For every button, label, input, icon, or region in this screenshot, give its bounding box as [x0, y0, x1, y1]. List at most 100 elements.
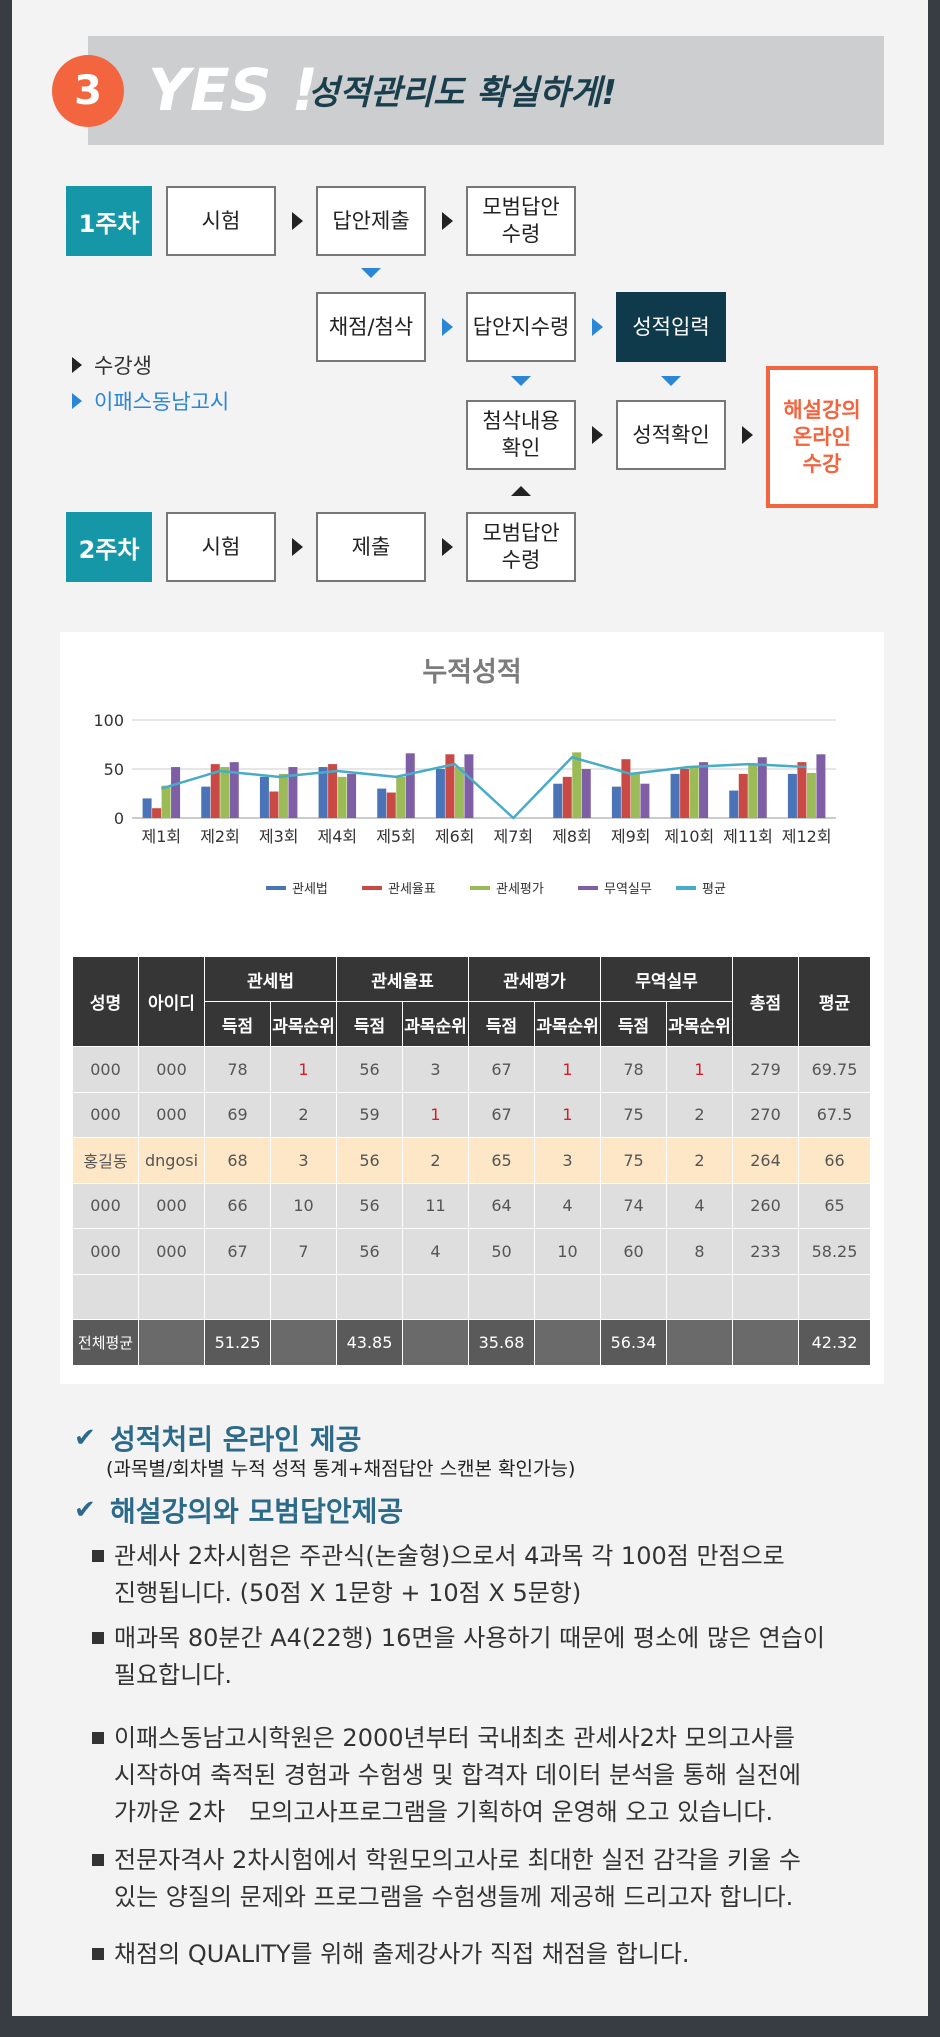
table-cell: 1	[534, 1046, 602, 1093]
bar-1	[797, 762, 807, 818]
table-row-empty	[72, 1273, 872, 1320]
table-cell: 67	[468, 1091, 536, 1138]
th-score: 득점	[468, 1001, 536, 1047]
bar-1	[269, 791, 279, 818]
table-cell: 75	[600, 1137, 668, 1184]
table-cell: 50	[468, 1228, 536, 1275]
review-check-line1: 첨삭내용	[482, 409, 560, 433]
bar-1	[621, 759, 631, 818]
avg-subject3: 35.68	[468, 1319, 536, 1366]
th-subject1: 관세법	[203, 956, 338, 1002]
table-cell: 2	[666, 1137, 734, 1184]
table-cell: 000	[138, 1182, 205, 1229]
header-subtitle: 성적관리도 확실하게!	[308, 73, 617, 113]
arrow-right-icon	[442, 538, 453, 556]
answer-receive-box: 답안지수령	[466, 292, 576, 362]
x-tick-label: 제12회	[782, 827, 832, 846]
bar-2	[220, 767, 230, 818]
score-check-box: 성적확인	[616, 400, 726, 470]
bar-1	[562, 776, 572, 818]
feature-heading-2: ✔ 해설강의와 모범답안제공	[74, 1495, 404, 1528]
table-cell: 000	[72, 1228, 139, 1275]
bar-0	[318, 767, 328, 818]
avg-overall: 42.32	[798, 1319, 872, 1366]
table-cell: 1	[666, 1046, 734, 1093]
bar-3	[405, 753, 415, 818]
bar-3	[229, 762, 239, 818]
table-cell: 67	[468, 1046, 536, 1093]
arrow-right-icon	[592, 426, 603, 444]
bar-0	[142, 798, 152, 818]
bar-2	[278, 773, 288, 818]
x-tick-label: 제2회	[200, 827, 240, 846]
score-table-body: 000 000 78 1 56 3 67 1 78 1 279 69.75 000 000 69 2 59 1 67…	[72, 1046, 872, 1366]
legend-swatch	[578, 886, 598, 890]
bullet-line: 이패스동남고시학원은 2000년부터 국내최초 관세사2차 모의고사를	[114, 1724, 795, 1752]
table-cell: 2	[269, 1091, 338, 1138]
content-panel: 3 YES ! 성적관리도 확실하게! 1주차 시험 답안제출 모범답안 수령 …	[12, 0, 928, 2016]
average-line	[160, 755, 807, 820]
bar-2	[572, 752, 582, 818]
table-cell: 56	[336, 1228, 404, 1275]
table-cell: 1	[402, 1091, 470, 1138]
bar-1	[152, 808, 162, 818]
bullet-line: 진행됩니다. (50점 X 1문항 + 10점 X 5문항)	[114, 1579, 582, 1607]
table-cell: 270	[732, 1091, 800, 1138]
w1-model-line2: 수령	[501, 222, 541, 246]
legend-label: 관세율표	[388, 882, 436, 897]
th-score: 득점	[336, 1001, 404, 1047]
table-cell: 7	[269, 1228, 338, 1275]
th-subject4: 무역실무	[600, 956, 734, 1002]
table-cell: 60	[600, 1228, 668, 1275]
feature-heading-1: ✔ 성적처리 온라인 제공	[74, 1423, 362, 1456]
avg-subject2: 43.85	[336, 1319, 404, 1366]
table-row: 000 000 78 1 56 3 67 1 78 1 279 69.75	[72, 1046, 872, 1093]
table-cell: 264	[732, 1137, 800, 1184]
bullet-line: 매과목 80분간 A4(22행) 16면을 사용하기 때문에 평소에 많은 연습…	[114, 1624, 825, 1652]
table-row: 홍길동 dngosi 68 3 56 2 65 3 75 2 264 66	[72, 1137, 872, 1184]
bar-2	[454, 767, 464, 818]
w2-submit-box: 제출	[316, 512, 426, 582]
table-cell: 68	[204, 1137, 271, 1184]
table-cell: 2	[666, 1091, 734, 1138]
x-tick-label: 제11회	[723, 827, 773, 846]
cumulative-score-chart: 0 50 100 제1회 제2회 제3회 제4회 제5회 제6회 제7회 제8회 제9회 제10회 제11…	[93, 711, 836, 897]
table-cell: 233	[732, 1228, 800, 1275]
bar-3	[816, 754, 826, 818]
th-name: 성명	[72, 956, 139, 1047]
table-cell: 56	[336, 1137, 404, 1184]
legend-swatch	[470, 886, 490, 890]
arrow-down-icon	[661, 376, 681, 386]
review-check-line2: 확인	[501, 436, 541, 460]
th-subject2: 관세율표	[336, 956, 470, 1002]
w2-model-line2: 수령	[501, 548, 541, 572]
bullet-square-icon	[92, 1632, 104, 1644]
check-icon: ✔	[74, 1423, 96, 1453]
table-cell: 3	[534, 1137, 602, 1184]
bullet-item: 관세사 2차시험은 주관식(논술형)으로서 4과목 각 100점 만점으로 진행됩…	[92, 1538, 892, 1612]
x-tick-label: 제7회	[494, 827, 534, 846]
w2-exam-box: 시험	[166, 512, 276, 582]
avg-subject4: 56.34	[600, 1319, 668, 1366]
y-tick-label: 100	[93, 711, 124, 730]
score-table: 성명 아이디 관세법 관세율표 관세평가 무역실무 총점 평균 득점 과목순위 …	[72, 956, 872, 1366]
bullet-item: 매과목 80분간 A4(22행) 16면을 사용하기 때문에 평소에 많은 연습…	[92, 1620, 892, 1694]
table-cell: 4	[666, 1182, 734, 1229]
x-tick-label: 제10회	[664, 827, 714, 846]
arrow-down-icon	[511, 376, 531, 386]
bar-0	[377, 788, 387, 818]
arrow-right-icon	[592, 318, 603, 336]
table-cell: 66	[798, 1137, 872, 1184]
th-score: 득점	[204, 1001, 271, 1047]
review-check-box: 첨삭내용 확인	[466, 400, 576, 470]
bullet-line: 있는 양질의 문제와 프로그램을 수험생들께 제공해 드리고자 합니다.	[114, 1883, 794, 1911]
bar-2	[689, 767, 699, 818]
arrow-up-icon	[511, 486, 531, 496]
table-cell: 3	[269, 1137, 338, 1184]
legend-label: 평균	[702, 882, 726, 897]
th-id: 아이디	[138, 956, 205, 1047]
triangle-icon	[72, 357, 82, 373]
legend-epass: 이패스동남고시	[72, 386, 229, 416]
bullet-line: 시작하여 축적된 경험과 수험생 및 합격자 데이터 분석을 통해 실전에	[114, 1761, 801, 1789]
table-cell: 10	[534, 1228, 602, 1275]
